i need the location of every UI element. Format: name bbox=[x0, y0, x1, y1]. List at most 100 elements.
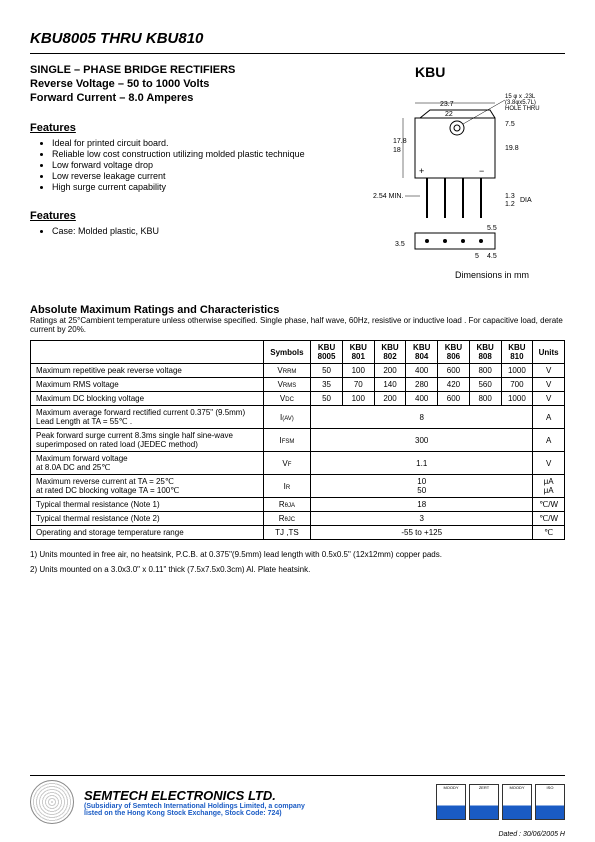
unit-cell: ℃/W bbox=[533, 498, 565, 512]
ratings-heading: Absolute Maximum Ratings and Characteris… bbox=[30, 304, 565, 316]
table-row: Maximum forward voltage at 8.0A DC and 2… bbox=[31, 452, 565, 475]
case-item: Case: Molded plastic, KBU bbox=[52, 226, 340, 236]
footer-text: SEMTECH ELECTRONICS LTD. (Subsidiary of … bbox=[84, 788, 436, 817]
svg-text:HOLE THRU: HOLE THRU bbox=[505, 106, 540, 112]
feature-item: High surge current capability bbox=[52, 182, 340, 192]
symbol-cell: VF bbox=[263, 452, 311, 475]
value-cell: 800 bbox=[469, 392, 501, 406]
features-heading: Features bbox=[30, 122, 340, 134]
features2-heading: Features bbox=[30, 210, 340, 222]
unit-cell: μA μA bbox=[533, 475, 565, 498]
package-label: KBU bbox=[415, 64, 565, 80]
svg-text:1.2: 1.2 bbox=[505, 201, 515, 208]
col-h: KBU 810 bbox=[501, 341, 533, 364]
note-2: 2) Units mounted on a 3.0x3.0" x 0.11" t… bbox=[30, 565, 565, 574]
divider bbox=[30, 53, 565, 54]
unit-cell: ℃ bbox=[533, 526, 565, 540]
unit-cell: V bbox=[533, 392, 565, 406]
company-logo-icon bbox=[30, 780, 74, 824]
symbol-cell: RθJC bbox=[263, 512, 311, 526]
param-cell: Peak forward surge current 8.3ms single … bbox=[31, 429, 264, 452]
col-h: KBU 808 bbox=[469, 341, 501, 364]
value-cell: 400 bbox=[406, 392, 438, 406]
symbol-cell: I(AV) bbox=[263, 406, 311, 429]
footer: SEMTECH ELECTRONICS LTD. (Subsidiary of … bbox=[30, 775, 565, 824]
svg-text:19.8: 19.8 bbox=[505, 145, 519, 152]
table-row: Maximum reverse current at TA = 25℃ at r… bbox=[31, 475, 565, 498]
cert-icon: ISO bbox=[535, 784, 565, 820]
value-cell: 280 bbox=[406, 378, 438, 392]
table-row: Peak forward surge current 8.3ms single … bbox=[31, 429, 565, 452]
symbol-cell: VRRM bbox=[263, 364, 311, 378]
value-cell: 560 bbox=[469, 378, 501, 392]
value-cell: 35 bbox=[311, 378, 343, 392]
symbol-cell: IR bbox=[263, 475, 311, 498]
span-value-cell: 18 bbox=[311, 498, 533, 512]
svg-text:18: 18 bbox=[393, 147, 401, 154]
note-1: 1) Units mounted in free air, no heatsin… bbox=[30, 550, 565, 559]
feature-item: Low forward voltage drop bbox=[52, 160, 340, 170]
value-cell: 400 bbox=[406, 364, 438, 378]
dated-text: Dated : 30/06/2005 H bbox=[498, 831, 565, 838]
table-row: Operating and storage temperature rangeT… bbox=[31, 526, 565, 540]
value-cell: 700 bbox=[501, 378, 533, 392]
table-row: Maximum repetitive peak reverse voltageV… bbox=[31, 364, 565, 378]
feature-item: Low reverse leakage current bbox=[52, 171, 340, 181]
param-cell: Maximum reverse current at TA = 25℃ at r… bbox=[31, 475, 264, 498]
col-blank bbox=[31, 341, 264, 364]
unit-cell: ℃/W bbox=[533, 512, 565, 526]
svg-text:4.5: 4.5 bbox=[487, 253, 497, 260]
value-cell: 420 bbox=[438, 378, 470, 392]
ratings-subtext: Ratings at 25°Cambient temperature unles… bbox=[30, 316, 565, 334]
span-value-cell: 300 bbox=[311, 429, 533, 452]
param-cell: Maximum repetitive peak reverse voltage bbox=[31, 364, 264, 378]
svg-text:22: 22 bbox=[445, 111, 453, 118]
table-row: Typical thermal resistance (Note 1)RθJA1… bbox=[31, 498, 565, 512]
feature-item: Reliable low cost construction utilizing… bbox=[52, 149, 340, 159]
package-diagram: 15 φ x .23L (3.8φx5.7L) HOLE THRU 23.7 2… bbox=[365, 88, 565, 268]
symbol-cell: IFSM bbox=[263, 429, 311, 452]
param-cell: Operating and storage temperature range bbox=[31, 526, 264, 540]
company-sub1: (Subsidiary of Semtech International Hol… bbox=[84, 803, 436, 810]
unit-cell: A bbox=[533, 429, 565, 452]
symbol-cell: VRMS bbox=[263, 378, 311, 392]
param-cell: Typical thermal resistance (Note 1) bbox=[31, 498, 264, 512]
value-cell: 100 bbox=[342, 392, 374, 406]
span-value-cell: 3 bbox=[311, 512, 533, 526]
col-h: KBU 801 bbox=[342, 341, 374, 364]
value-cell: 50 bbox=[311, 364, 343, 378]
span-value-cell: -55 to +125 bbox=[311, 526, 533, 540]
table-row: Maximum average forward rectified curren… bbox=[31, 406, 565, 429]
cert-icon: MOODY bbox=[502, 784, 532, 820]
table-row: Maximum RMS voltageVRMS35701402804205607… bbox=[31, 378, 565, 392]
value-cell: 140 bbox=[374, 378, 406, 392]
span-value-cell: 1.1 bbox=[311, 452, 533, 475]
table-row: Typical thermal resistance (Note 2)RθJC3… bbox=[31, 512, 565, 526]
dimensions-caption: Dimensions in mm bbox=[455, 270, 565, 280]
svg-text:5: 5 bbox=[475, 253, 479, 260]
value-cell: 70 bbox=[342, 378, 374, 392]
svg-text:5.5: 5.5 bbox=[487, 225, 497, 232]
svg-text:7.5: 7.5 bbox=[505, 121, 515, 128]
notes-section: 1) Units mounted in free air, no heatsin… bbox=[30, 550, 565, 574]
page-title: KBU8005 THRU KBU810 bbox=[30, 30, 565, 47]
subtitle-2: Reverse Voltage – 50 to 1000 Volts bbox=[30, 78, 340, 90]
svg-text:DIA: DIA bbox=[520, 197, 532, 204]
right-column: KBU 15 φ x .23L (3. bbox=[365, 64, 565, 280]
svg-text:+: + bbox=[419, 166, 424, 176]
svg-text:17.8: 17.8 bbox=[393, 138, 407, 145]
features-list: Ideal for printed circuit board. Reliabl… bbox=[30, 138, 340, 192]
svg-text:−: − bbox=[479, 166, 484, 176]
symbol-cell: RθJA bbox=[263, 498, 311, 512]
unit-cell: A bbox=[533, 406, 565, 429]
param-cell: Typical thermal resistance (Note 2) bbox=[31, 512, 264, 526]
param-cell: Maximum average forward rectified curren… bbox=[31, 406, 264, 429]
table-row: Maximum DC blocking voltageVDC5010020040… bbox=[31, 392, 565, 406]
param-cell: Maximum RMS voltage bbox=[31, 378, 264, 392]
value-cell: 1000 bbox=[501, 364, 533, 378]
span-value-cell: 10 50 bbox=[311, 475, 533, 498]
col-h: KBU 806 bbox=[438, 341, 470, 364]
cert-icon: MOODY bbox=[436, 784, 466, 820]
col-h: KBU 8005 bbox=[311, 341, 343, 364]
value-cell: 200 bbox=[374, 364, 406, 378]
